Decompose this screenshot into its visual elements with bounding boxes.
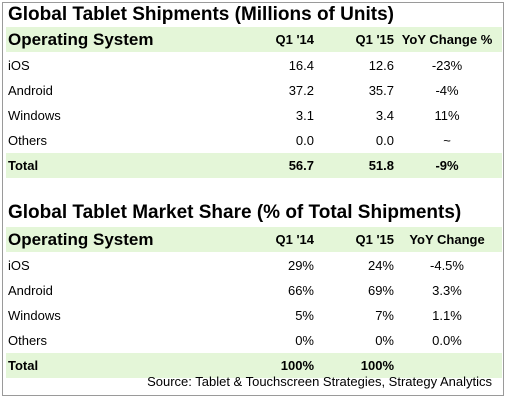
market-share-header-row: Operating System Q1 '14 Q1 '15 YoY Chang… xyxy=(6,227,502,252)
q1-15-value: 35.7 xyxy=(368,83,394,98)
os-name: iOS xyxy=(8,258,30,273)
change-value: -4.5% xyxy=(430,258,464,273)
table-row: Windows 5% 7% 1.1% xyxy=(6,303,502,328)
q1-15-value: 24% xyxy=(367,258,394,273)
q1-15-value: 7% xyxy=(375,308,394,323)
change-value: 3.3% xyxy=(432,283,462,298)
shipments-title: Global Tablet Shipments (Millions of Uni… xyxy=(8,4,394,25)
table-row: Others 0% 0% 0.0% xyxy=(6,328,502,353)
table-frame xyxy=(2,2,504,396)
change-value: 11% xyxy=(434,108,460,123)
total-label: Total xyxy=(8,158,39,173)
table-row: Others 0.0 0.0 ~ xyxy=(6,128,502,153)
table-row: Android 66% 69% 3.3% xyxy=(6,278,502,303)
q1-14-value: 29% xyxy=(287,258,314,273)
os-name: iOS xyxy=(8,58,30,73)
os-name: Android xyxy=(8,83,53,98)
column-header-q1-14: Q1 '14 xyxy=(275,232,314,247)
os-name: Others xyxy=(8,133,48,148)
column-header-change: YoY Change xyxy=(409,232,485,247)
change-value: -4% xyxy=(435,83,459,98)
change-value: ~ xyxy=(443,133,451,148)
total-q1-14: 56.7 xyxy=(288,158,314,173)
q1-15-value: 12.6 xyxy=(368,58,394,73)
column-header-os: Operating System xyxy=(8,30,154,49)
q1-14-value: 0% xyxy=(295,333,314,348)
table-row: Android 37.2 35.7 -4% xyxy=(6,78,502,103)
column-header-q1-15: Q1 '15 xyxy=(355,32,394,47)
change-value: -23% xyxy=(431,58,463,73)
shipments-total-row: Total 56.7 51.8 -9% xyxy=(6,153,502,178)
q1-14-value: 37.2 xyxy=(288,83,314,98)
q1-14-value: 3.1 xyxy=(295,108,314,123)
os-name: Android xyxy=(8,283,53,298)
column-header-os: Operating System xyxy=(8,230,154,249)
total-label: Total xyxy=(8,358,39,373)
q1-15-value: 0.0 xyxy=(375,133,394,148)
column-header-q1-15: Q1 '15 xyxy=(355,232,394,247)
q1-14-value: 0.0 xyxy=(295,133,314,148)
source-note: Source: Tablet & Touchscreen Strategies,… xyxy=(147,374,492,389)
market-share-title: Global Tablet Market Share (% of Total S… xyxy=(8,202,462,223)
total-q1-15: 51.8 xyxy=(368,158,394,173)
change-value: 0.0% xyxy=(432,333,462,348)
q1-14-value: 66% xyxy=(287,283,314,298)
os-name: Windows xyxy=(8,108,61,123)
os-name: Windows xyxy=(8,308,61,323)
table-row: iOS 16.4 12.6 -23% xyxy=(6,53,502,78)
q1-15-value: 0% xyxy=(375,333,394,348)
market-share-total-row: Total 100% 100% xyxy=(6,353,502,378)
q1-15-value: 3.4 xyxy=(375,108,394,123)
q1-15-value: 69% xyxy=(367,283,394,298)
os-name: Others xyxy=(8,333,48,348)
column-header-change: YoY Change % xyxy=(401,32,493,47)
q1-14-value: 16.4 xyxy=(288,58,314,73)
table-row: iOS 29% 24% -4.5% xyxy=(6,253,502,278)
total-q1-14: 100% xyxy=(280,358,314,373)
total-change: -9% xyxy=(435,158,459,173)
total-q1-15: 100% xyxy=(360,358,394,373)
table-row: Windows 3.1 3.4 11% xyxy=(6,103,502,128)
change-value: 1.1% xyxy=(432,308,462,323)
column-header-q1-14: Q1 '14 xyxy=(275,32,314,47)
q1-14-value: 5% xyxy=(295,308,314,323)
shipments-header-row: Operating System Q1 '14 Q1 '15 YoY Chang… xyxy=(6,27,502,52)
